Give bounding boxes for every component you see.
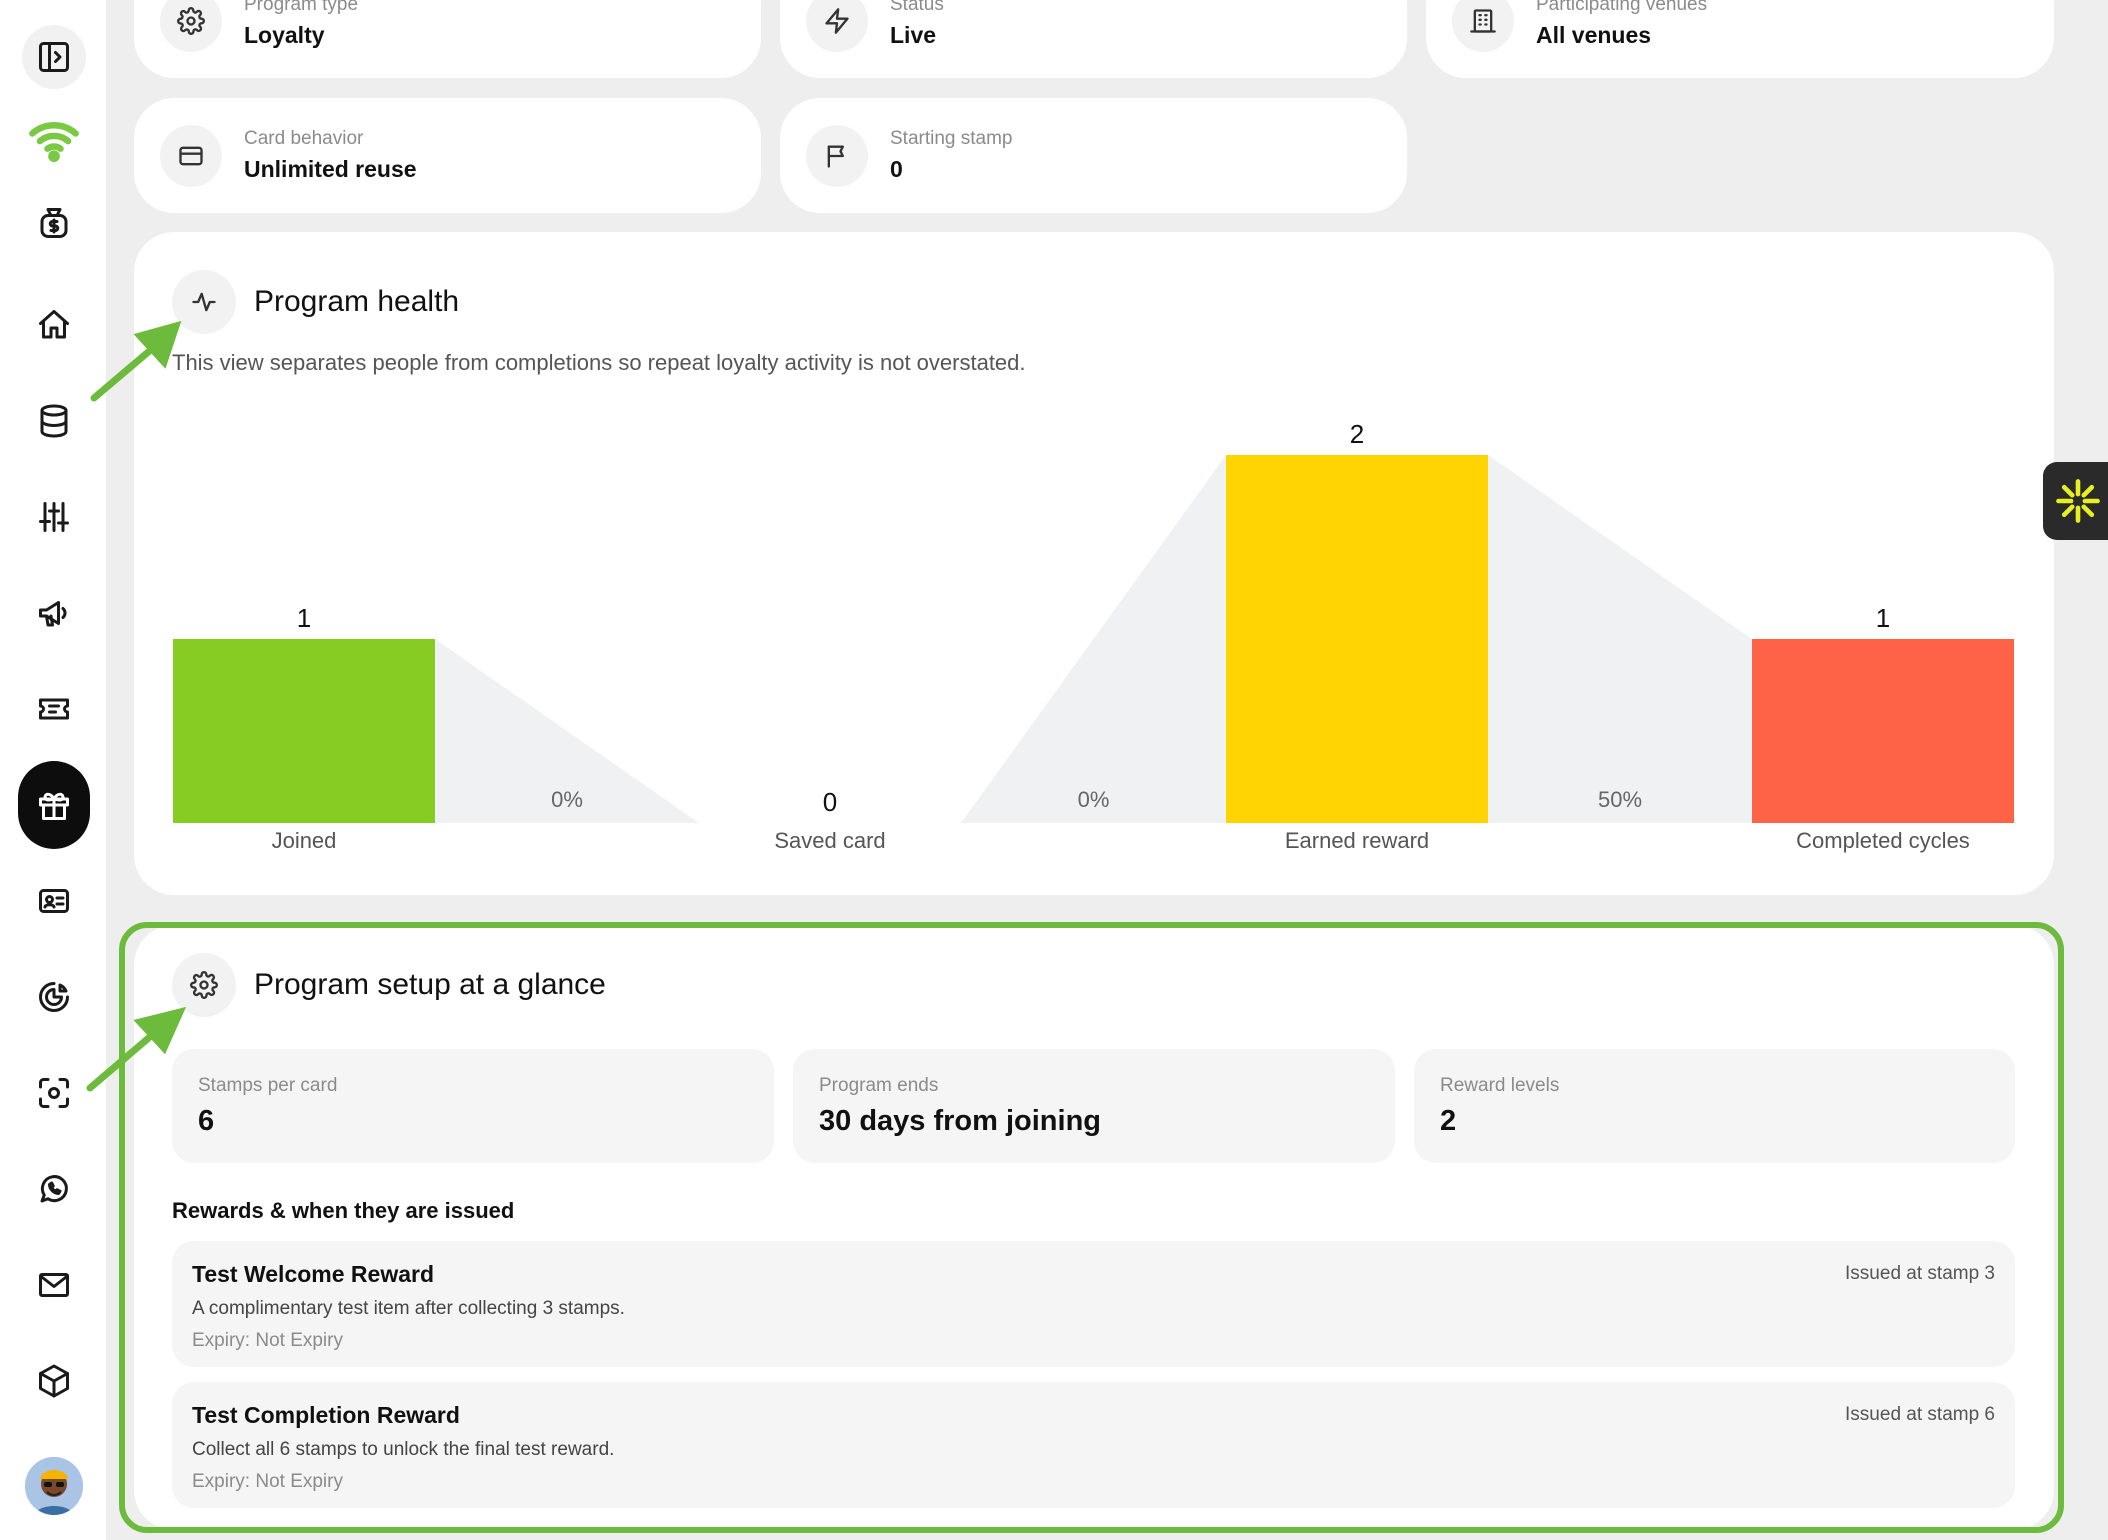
- bar: [1752, 639, 2014, 823]
- gift-icon[interactable]: [18, 761, 90, 849]
- reward-description: A complimentary test item after collecti…: [192, 1298, 625, 1319]
- program-health-description: This view separates people from completi…: [172, 350, 1026, 375]
- section-title: Program setup at a glance: [254, 968, 606, 1001]
- bar: [173, 639, 435, 823]
- reward-issued: Issued at stamp 3: [1845, 1263, 1995, 1284]
- info-card-status: Status Live: [780, 0, 1407, 78]
- info-label: Card behavior: [244, 128, 364, 149]
- funnel-connector: [1488, 455, 1752, 823]
- category-label: Saved card: [774, 828, 885, 853]
- reward-item: Test Welcome Reward A complimentary test…: [172, 1241, 2015, 1367]
- reward-name: Test Welcome Reward: [192, 1261, 435, 1287]
- avatar-image: [25, 1457, 83, 1515]
- avatar[interactable]: [25, 1457, 83, 1515]
- sidebar: [0, 0, 106, 1540]
- info-value: 0: [890, 156, 903, 182]
- info-label: Program type: [244, 0, 359, 15]
- card-icon: [160, 124, 222, 187]
- info-value: Loyalty: [244, 21, 325, 48]
- money-bag-icon[interactable]: [18, 187, 90, 259]
- info-card-card-behavior: Card behavior Unlimited reuse: [134, 98, 761, 213]
- arrow-icon: [90, 320, 182, 402]
- info-label: Status: [890, 0, 944, 15]
- data-label: 2: [1350, 419, 1364, 449]
- info-card-venues: Participating venues All venues: [1426, 0, 2054, 78]
- arrow-icon: [86, 1006, 187, 1092]
- assistant-widget[interactable]: [2043, 462, 2108, 540]
- stat-label: Stamps per card: [198, 1075, 338, 1096]
- conversion-label: 0%: [1078, 787, 1110, 812]
- reward-expiry: Expiry: Not Expiry: [192, 1330, 343, 1351]
- data-label: 0: [823, 787, 837, 817]
- reward-expiry: Expiry: Not Expiry: [192, 1471, 343, 1492]
- home-icon[interactable]: [18, 289, 90, 361]
- info-card-program-type: Program type Loyalty: [134, 0, 761, 78]
- gear-icon: [172, 953, 236, 1017]
- sliders-icon[interactable]: [18, 481, 90, 553]
- conversion-label: 50%: [1598, 787, 1642, 812]
- pie-chart-icon[interactable]: [18, 961, 90, 1033]
- bolt-icon: [806, 0, 868, 52]
- gear-icon: [160, 0, 222, 52]
- rewards-heading: Rewards & when they are issued: [172, 1198, 515, 1223]
- stat-label: Reward levels: [1440, 1075, 1560, 1096]
- program-setup-header: Program setup at a glance: [172, 953, 606, 1017]
- funnel-connector: [435, 639, 699, 823]
- id-card-icon[interactable]: [18, 865, 90, 937]
- building-icon: [1452, 0, 1514, 52]
- info-value: Unlimited reuse: [244, 156, 417, 182]
- bar: [1226, 455, 1488, 823]
- category-label: Earned reward: [1285, 828, 1429, 853]
- category-label: Completed cycles: [1796, 828, 1970, 853]
- activity-icon: [172, 270, 236, 334]
- info-label: Participating venues: [1536, 0, 1708, 15]
- stat-stamps-per-card: Stamps per card 6: [172, 1049, 774, 1163]
- ticket-icon[interactable]: [18, 673, 90, 745]
- info-card-starting-stamp: Starting stamp 0: [780, 98, 1407, 213]
- mail-icon[interactable]: [18, 1249, 90, 1321]
- category-label: Joined: [272, 828, 337, 853]
- reward-description: Collect all 6 stamps to unlock the final…: [192, 1439, 615, 1460]
- program-health-header: Program health: [172, 270, 459, 334]
- funnel-chart: 0% 0% 50% 1 Joined 0 Saved card 2 Earned reward 1…: [173, 419, 2014, 853]
- box-icon[interactable]: [18, 1345, 90, 1417]
- reward-item: Test Completion Reward Collect all 6 sta…: [172, 1382, 2015, 1508]
- whatsapp-icon[interactable]: [18, 1153, 90, 1225]
- reward-name: Test Completion Reward: [192, 1402, 460, 1428]
- conversion-label: 0%: [551, 787, 583, 812]
- section-title: Program health: [254, 285, 460, 318]
- info-value: All venues: [1536, 21, 1652, 48]
- data-label: 1: [297, 603, 311, 633]
- flag-icon: [806, 124, 868, 187]
- reward-issued: Issued at stamp 6: [1845, 1404, 1995, 1425]
- info-label: Starting stamp: [890, 128, 1013, 149]
- wifi-icon[interactable]: [18, 104, 90, 176]
- data-label: 1: [1876, 603, 1890, 633]
- scan-icon[interactable]: [18, 1057, 90, 1129]
- info-value: Live: [890, 21, 937, 48]
- stat-value: 6: [198, 1105, 215, 1137]
- funnel-connector: [961, 455, 1226, 823]
- asterisk-icon: [2056, 479, 2100, 523]
- stat-reward-levels: Reward levels 2: [1414, 1049, 2015, 1163]
- database-icon[interactable]: [18, 385, 90, 457]
- stat-value: 2: [1440, 1105, 1457, 1137]
- stat-label: Program ends: [819, 1075, 939, 1096]
- sidebar-toggle-icon[interactable]: [22, 25, 86, 89]
- megaphone-icon[interactable]: [18, 577, 90, 649]
- stat-program-ends: Program ends 30 days from joining: [793, 1049, 1395, 1163]
- stat-value: 30 days from joining: [819, 1105, 1101, 1137]
